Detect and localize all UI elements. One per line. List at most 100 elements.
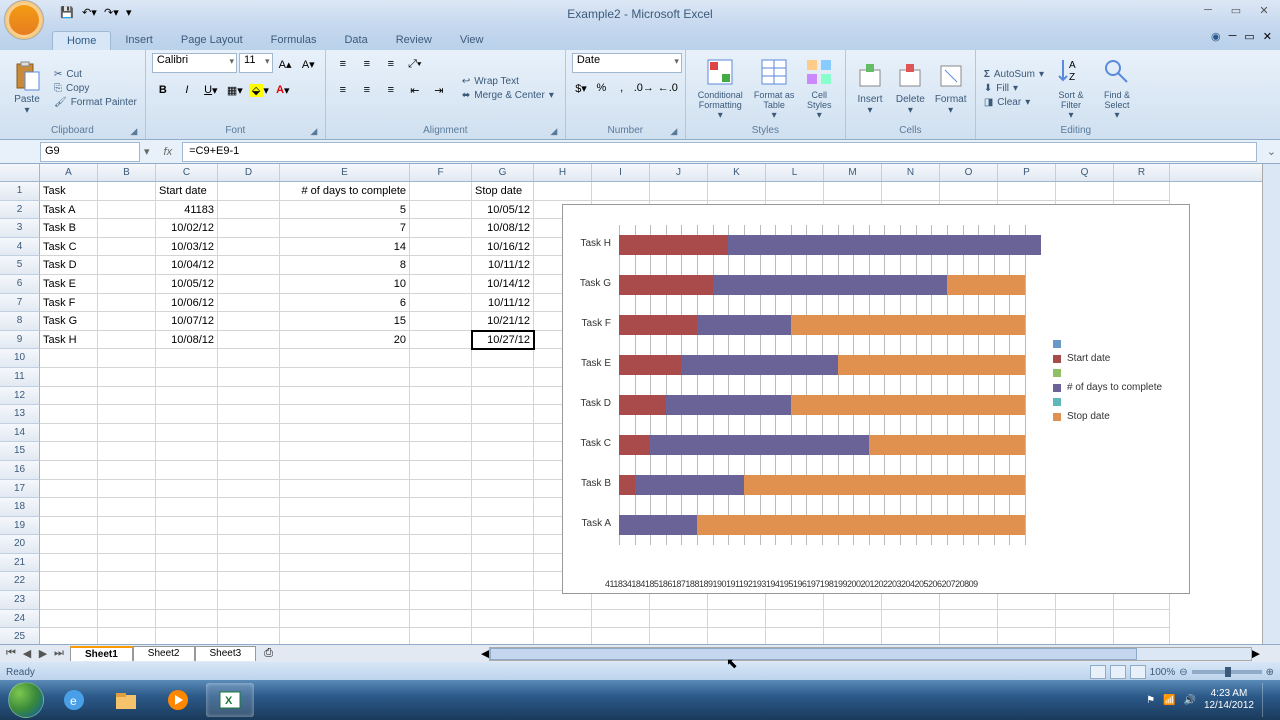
name-box[interactable]: G9	[40, 142, 140, 162]
cell[interactable]	[156, 591, 218, 610]
cell[interactable]	[410, 219, 472, 238]
row-header[interactable]: 8	[0, 312, 40, 331]
increase-decimal-button[interactable]: .0→	[633, 77, 655, 99]
cell[interactable]	[534, 182, 592, 201]
cell[interactable]	[410, 572, 472, 591]
cell[interactable]: 10/08/12	[472, 219, 534, 238]
expand-formula-icon[interactable]: ⌄	[1263, 145, 1280, 158]
cell[interactable]	[98, 256, 156, 275]
cell[interactable]: 10/21/12	[472, 312, 534, 331]
cell[interactable]	[1056, 182, 1114, 201]
col-header-Q[interactable]: Q	[1056, 164, 1114, 181]
qat-customize-icon[interactable]: ▾	[126, 6, 142, 22]
cell[interactable]	[650, 628, 708, 644]
clear-button[interactable]: ◨Clear▾	[982, 96, 1046, 109]
cell[interactable]	[708, 610, 766, 629]
cell[interactable]	[98, 405, 156, 424]
cell[interactable]	[410, 312, 472, 331]
gantt-bar[interactable]: Task B	[619, 475, 1025, 494]
cell[interactable]: 10/14/12	[472, 275, 534, 294]
cell[interactable]	[410, 480, 472, 499]
col-header-G[interactable]: G	[472, 164, 534, 181]
cell[interactable]	[156, 424, 218, 443]
col-header-P[interactable]: P	[998, 164, 1056, 181]
cell[interactable]	[410, 517, 472, 536]
cell[interactable]	[998, 628, 1056, 644]
cell[interactable]	[472, 498, 534, 517]
cell[interactable]	[218, 368, 280, 387]
currency-button[interactable]: $▾	[572, 77, 590, 99]
cell[interactable]	[410, 349, 472, 368]
conditional-formatting-button[interactable]: Conditional Formatting▾	[692, 53, 749, 123]
sheet-tab-sheet1[interactable]: Sheet1	[70, 646, 133, 661]
row-header[interactable]: 1	[0, 182, 40, 201]
cell[interactable]	[218, 498, 280, 517]
cell[interactable]: Start date	[156, 182, 218, 201]
cell[interactable]	[1056, 628, 1114, 644]
row-header[interactable]: 23	[0, 591, 40, 610]
zoom-slider[interactable]	[1192, 670, 1262, 674]
cell[interactable]	[650, 610, 708, 629]
cell[interactable]	[472, 368, 534, 387]
align-right-button[interactable]: ≡	[380, 79, 402, 101]
first-sheet-button[interactable]: ⏮	[4, 647, 18, 660]
cell[interactable]	[410, 368, 472, 387]
cell[interactable]	[98, 517, 156, 536]
cell[interactable]	[98, 572, 156, 591]
grow-font-button[interactable]: A▴	[275, 53, 296, 75]
taskbar-excel-button[interactable]: X	[206, 683, 254, 717]
cell[interactable]	[98, 498, 156, 517]
cell[interactable]: Task E	[40, 275, 98, 294]
minimize-button[interactable]: ─	[1196, 2, 1220, 18]
find-select-button[interactable]: Find & Select▾	[1096, 53, 1138, 123]
row-header[interactable]: 20	[0, 535, 40, 554]
cell[interactable]	[824, 628, 882, 644]
cell[interactable]: 10/27/12	[472, 331, 534, 350]
cell[interactable]	[156, 572, 218, 591]
new-sheet-button[interactable]: ⎙	[256, 647, 281, 660]
cell[interactable]	[280, 461, 410, 480]
cell[interactable]	[472, 405, 534, 424]
align-middle-button[interactable]: ≡	[356, 53, 378, 75]
cell[interactable]	[218, 517, 280, 536]
cell[interactable]	[218, 256, 280, 275]
cell[interactable]	[40, 424, 98, 443]
row-header[interactable]: 9	[0, 331, 40, 350]
col-header-B[interactable]: B	[98, 164, 156, 181]
row-header[interactable]: 2	[0, 201, 40, 220]
bold-button[interactable]: B	[152, 79, 174, 101]
cell[interactable]	[882, 182, 940, 201]
paste-button[interactable]: Paste▾	[6, 53, 48, 123]
cell[interactable]	[280, 480, 410, 499]
cell[interactable]	[40, 368, 98, 387]
align-center-button[interactable]: ≡	[356, 79, 378, 101]
cell[interactable]	[98, 461, 156, 480]
cell[interactable]	[280, 424, 410, 443]
col-header-D[interactable]: D	[218, 164, 280, 181]
embedded-chart[interactable]: Task HTask GTask FTask ETask DTask CTask…	[562, 204, 1190, 594]
cell[interactable]: 10/11/12	[472, 256, 534, 275]
cell[interactable]	[156, 442, 218, 461]
maximize-button[interactable]: ▭	[1224, 2, 1248, 18]
format-as-table-button[interactable]: Format as Table▾	[753, 53, 796, 123]
cell[interactable]	[472, 461, 534, 480]
cell[interactable]	[410, 405, 472, 424]
cell[interactable]	[156, 628, 218, 644]
cell[interactable]: Task F	[40, 294, 98, 313]
cell[interactable]	[280, 387, 410, 406]
gantt-bar[interactable]: Task C	[619, 435, 1025, 454]
cell[interactable]: 10/07/12	[156, 312, 218, 331]
cell[interactable]: 41183	[156, 201, 218, 220]
cell[interactable]	[882, 610, 940, 629]
cell[interactable]	[410, 201, 472, 220]
tray-flag-icon[interactable]: ⚑	[1146, 695, 1155, 706]
decrease-indent-button[interactable]: ⇤	[404, 79, 426, 101]
page-layout-view-button[interactable]	[1110, 665, 1126, 679]
tray-network-icon[interactable]: 📶	[1163, 695, 1175, 706]
cell[interactable]	[534, 610, 592, 629]
cell[interactable]	[218, 424, 280, 443]
cell[interactable]	[98, 610, 156, 629]
cell[interactable]: 10/16/12	[472, 238, 534, 257]
cell[interactable]	[98, 182, 156, 201]
cell[interactable]	[40, 517, 98, 536]
